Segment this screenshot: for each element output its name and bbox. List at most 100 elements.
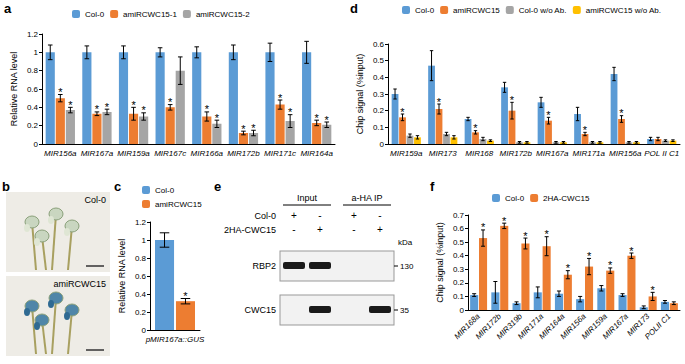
svg-text:*: *: [325, 114, 330, 126]
svg-text:0.4: 0.4: [453, 251, 465, 260]
svg-text:0.4: 0.4: [27, 103, 39, 112]
svg-text:f: f: [430, 179, 435, 194]
svg-text:-: -: [318, 210, 321, 221]
svg-text:POL II C1: POL II C1: [644, 149, 679, 158]
svg-text:MIR167a: MIR167a: [536, 149, 569, 158]
svg-text:MIR156a: MIR156a: [609, 149, 642, 158]
svg-text:+: +: [377, 224, 383, 235]
svg-text:+: +: [351, 210, 357, 221]
svg-text:*: *: [141, 104, 146, 116]
svg-text:0.6: 0.6: [135, 272, 147, 281]
svg-text:*: *: [437, 96, 442, 108]
svg-text:+: +: [291, 210, 297, 221]
svg-text:Chip signal (%input): Chip signal (%input): [435, 222, 445, 303]
svg-text:*: *: [583, 124, 588, 136]
svg-text:amiRCWC15 w/o Ab.: amiRCWC15 w/o Ab.: [586, 6, 661, 15]
svg-text:b: b: [2, 179, 10, 194]
svg-text:Col-0: Col-0: [155, 186, 175, 195]
svg-text:MIR171c: MIR171c: [264, 149, 296, 158]
svg-text:*: *: [400, 106, 405, 118]
svg-text:MIR172b: MIR172b: [500, 149, 533, 158]
svg-text:0: 0: [460, 306, 465, 315]
svg-text:Col-0: Col-0: [415, 6, 435, 15]
svg-text:Col-0: Col-0: [84, 195, 106, 205]
svg-text:amiRCWC15: amiRCWC15: [155, 200, 202, 209]
svg-text:*: *: [251, 122, 256, 134]
svg-text:a-HA IP: a-HA IP: [351, 193, 382, 203]
svg-text:0: 0: [34, 140, 39, 149]
svg-text:MIR173: MIR173: [429, 149, 458, 158]
svg-text:*: *: [95, 103, 100, 115]
svg-text:*: *: [608, 259, 613, 271]
svg-text:Col-0: Col-0: [254, 211, 276, 221]
svg-text:*: *: [510, 94, 515, 106]
svg-text:*: *: [315, 112, 320, 124]
svg-text:0.5: 0.5: [453, 238, 465, 247]
svg-text:1.2: 1.2: [27, 30, 39, 39]
svg-text:CWC15: CWC15: [244, 305, 276, 315]
svg-text:*: *: [288, 106, 293, 118]
svg-text:*: *: [629, 245, 634, 257]
svg-text:*: *: [215, 112, 220, 124]
svg-text:*: *: [619, 107, 624, 119]
svg-text:0.3: 0.3: [453, 265, 465, 274]
svg-text:-: -: [352, 224, 355, 235]
svg-text:amiRCWC15: amiRCWC15: [53, 279, 106, 289]
svg-text:*: *: [105, 101, 110, 113]
svg-text:-: -: [292, 224, 295, 235]
svg-text:*: *: [205, 103, 210, 115]
svg-text:0.7: 0.7: [453, 211, 465, 220]
svg-text:RBP2: RBP2: [252, 261, 276, 271]
svg-text:*: *: [131, 99, 136, 111]
svg-text:Col-0: Col-0: [505, 194, 525, 203]
svg-text:POLII C1: POLII C1: [643, 312, 673, 342]
svg-text:+: +: [317, 224, 323, 235]
svg-text:*: *: [523, 230, 528, 242]
svg-text:0.2: 0.2: [135, 308, 147, 317]
svg-text:0.1: 0.1: [453, 292, 465, 301]
svg-text:*: *: [545, 228, 550, 240]
svg-text:0.4: 0.4: [373, 73, 385, 82]
svg-text:*: *: [473, 122, 478, 134]
svg-text:*: *: [651, 284, 656, 296]
svg-text:-: -: [378, 210, 381, 221]
svg-text:1: 1: [142, 236, 147, 245]
svg-text:pMIR167a::GUS: pMIR167a::GUS: [145, 335, 205, 344]
svg-text:*: *: [168, 96, 173, 108]
svg-text:0.3: 0.3: [373, 90, 385, 99]
svg-text:0.4: 0.4: [135, 290, 147, 299]
svg-text:0.6: 0.6: [373, 40, 385, 49]
svg-text:2HA-CWC15: 2HA-CWC15: [224, 225, 276, 235]
svg-text:0: 0: [380, 140, 385, 149]
svg-text:Relative RNA level: Relative RNA level: [9, 52, 19, 127]
svg-text:0.5: 0.5: [373, 56, 385, 65]
svg-text:*: *: [566, 262, 571, 274]
svg-text:2HA-CWC15: 2HA-CWC15: [543, 194, 590, 203]
svg-text:*: *: [502, 215, 507, 227]
svg-text:*: *: [58, 86, 63, 98]
svg-text:kDa: kDa: [398, 238, 413, 247]
svg-text:*: *: [587, 250, 592, 262]
svg-text:MIR168: MIR168: [465, 149, 494, 158]
svg-text:1.2: 1.2: [135, 218, 147, 227]
svg-text:0.8: 0.8: [135, 254, 147, 263]
svg-text:MIR167c: MIR167c: [154, 149, 186, 158]
svg-text:0.2: 0.2: [373, 106, 385, 115]
svg-text:amiRCWC15-1: amiRCWC15-1: [123, 10, 177, 19]
svg-text:e: e: [214, 179, 221, 194]
svg-text:a: a: [4, 1, 12, 16]
svg-text:*: *: [546, 109, 551, 121]
svg-text:MIR171a: MIR171a: [573, 149, 606, 158]
svg-text:*: *: [278, 92, 283, 104]
svg-text:d: d: [350, 1, 358, 16]
svg-text:Chip signal (%input): Chip signal (%input): [355, 54, 365, 135]
svg-text:MIR166a: MIR166a: [191, 149, 224, 158]
svg-text:Input: Input: [297, 193, 318, 203]
svg-text:35: 35: [400, 306, 409, 315]
svg-text:Col-0: Col-0: [85, 10, 105, 19]
svg-text:0.6: 0.6: [453, 224, 465, 233]
svg-text:130: 130: [400, 262, 414, 271]
svg-text:0.2: 0.2: [453, 278, 465, 287]
svg-text:MIR164a: MIR164a: [300, 149, 333, 158]
svg-text:0.2: 0.2: [27, 121, 39, 130]
